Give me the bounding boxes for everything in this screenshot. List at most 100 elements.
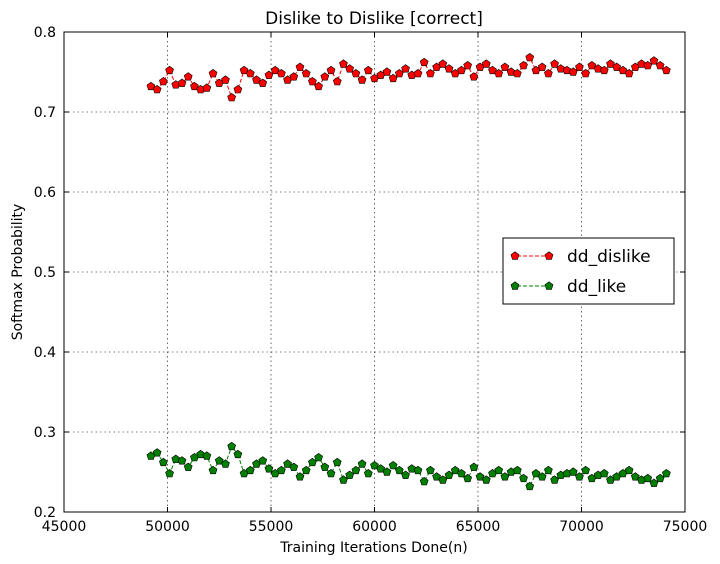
data-point (239, 65, 249, 75)
data-point (575, 472, 584, 481)
data-point (587, 61, 597, 70)
y-tick-label: 0.2 (34, 505, 56, 521)
data-point (544, 465, 553, 475)
data-point (264, 464, 274, 473)
x-tick-label: 65000 (456, 519, 501, 535)
data-point (171, 454, 181, 463)
data-point (575, 62, 584, 71)
data-point (283, 459, 292, 468)
data-point (562, 65, 572, 75)
data-point (227, 93, 237, 102)
data-point (221, 75, 230, 84)
data-point (519, 61, 528, 70)
data-point (512, 69, 522, 78)
x-tick-label: 55000 (249, 519, 294, 535)
data-point (326, 469, 336, 478)
data-point (345, 64, 355, 73)
data-point (457, 469, 466, 478)
data-point (599, 65, 609, 75)
data-point (152, 448, 162, 457)
data-point (519, 473, 528, 483)
data-point (618, 65, 628, 75)
data-point (258, 78, 268, 87)
data-point (413, 69, 423, 78)
data-point (637, 59, 646, 68)
data-point (227, 441, 237, 451)
legend: dd_dislike dd_like (502, 237, 675, 305)
data-point (177, 456, 187, 465)
data-point (245, 69, 255, 78)
series-layer (146, 53, 671, 491)
data-point (258, 456, 268, 465)
data-point (401, 64, 410, 73)
legend-marker (510, 251, 520, 260)
x-tick-label: 50000 (145, 519, 190, 535)
data-point (332, 77, 342, 86)
data-point (233, 85, 243, 94)
data-point (357, 459, 367, 468)
data-point (177, 78, 187, 87)
data-point (308, 77, 317, 86)
data-point (475, 472, 485, 481)
data-point (208, 465, 218, 475)
data-point (550, 59, 559, 68)
y-tick-label: 0.5 (34, 265, 56, 281)
chart-title: Dislike to Dislike [correct] (265, 9, 483, 29)
data-point (165, 65, 174, 75)
data-point (289, 462, 299, 471)
legend-marker (544, 251, 554, 260)
data-point (363, 469, 373, 478)
data-point (183, 72, 193, 81)
data-point (525, 481, 535, 491)
data-point (426, 465, 435, 475)
data-point (512, 465, 522, 475)
data-point (488, 65, 497, 75)
data-point (308, 457, 317, 467)
data-point (339, 59, 348, 68)
data-point (463, 473, 472, 483)
data-point (593, 64, 603, 73)
data-point (612, 62, 622, 71)
data-point (469, 462, 479, 471)
data-point (363, 65, 373, 75)
data-point (370, 461, 379, 470)
data-point (301, 69, 311, 78)
data-point (413, 465, 423, 475)
data-point (183, 462, 193, 471)
data-point (662, 65, 671, 75)
data-point (190, 81, 199, 91)
data-point (506, 67, 516, 76)
data-point (376, 464, 386, 473)
data-point (494, 465, 504, 475)
data-point (165, 469, 174, 478)
data-point (649, 478, 659, 487)
legend-marker (544, 281, 554, 290)
data-point (196, 449, 205, 459)
y-axis-label: Softmax Probability (10, 204, 26, 341)
data-point (382, 67, 392, 76)
data-point (221, 459, 230, 468)
y-tick-label: 0.6 (34, 185, 56, 201)
data-point (655, 61, 665, 70)
data-point (245, 465, 255, 475)
x-tick-label: 60000 (352, 519, 397, 535)
data-point (159, 77, 168, 86)
data-point (277, 69, 286, 78)
y-tick-label: 0.4 (34, 345, 56, 361)
x-tick-label: 70000 (559, 519, 604, 535)
data-point (388, 461, 398, 470)
data-point (444, 64, 454, 73)
data-point (624, 465, 634, 475)
data-point (314, 81, 323, 91)
data-point (531, 469, 541, 478)
data-point (295, 62, 305, 71)
data-point (568, 467, 578, 476)
data-point (500, 62, 510, 71)
data-point (152, 85, 162, 94)
x-axis-label: Training Iterations Done(n) (279, 540, 467, 556)
data-point (581, 69, 590, 78)
data-point (202, 83, 212, 92)
data-point (643, 473, 653, 483)
data-point (419, 477, 429, 486)
data-point (382, 467, 392, 476)
